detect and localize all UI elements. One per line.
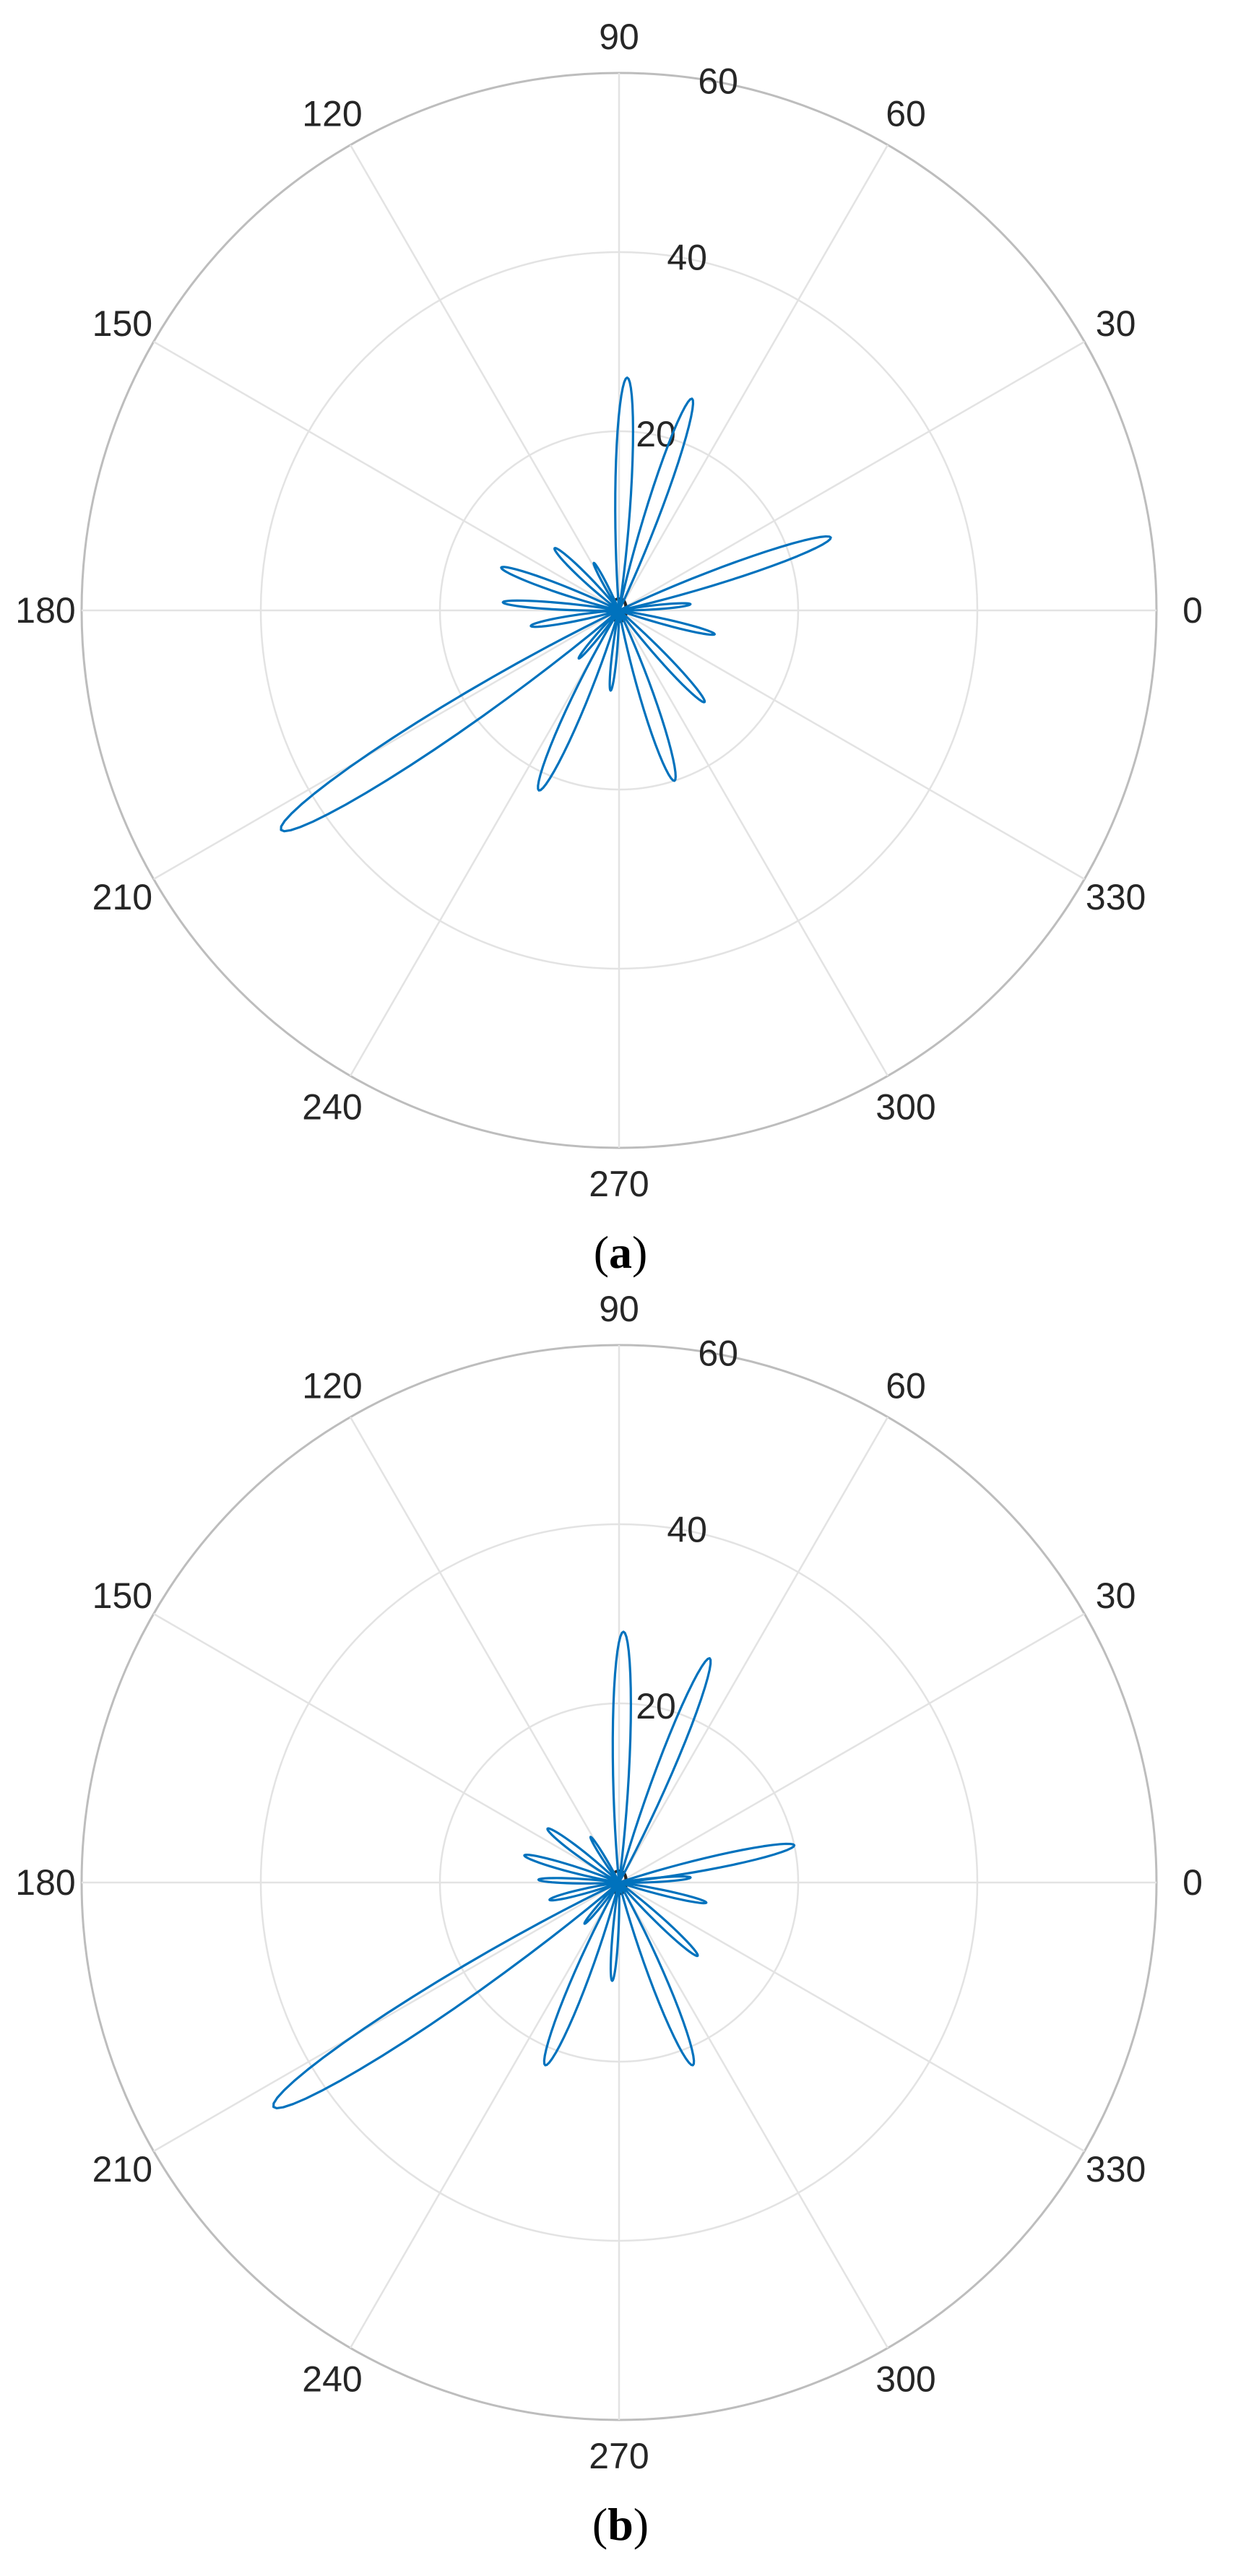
theta-tick-270: 270 xyxy=(589,1164,649,1204)
lobe-190 xyxy=(529,609,620,628)
theta-tick-240: 240 xyxy=(302,2359,362,2400)
lobe-89 xyxy=(611,1630,632,1884)
polar-grid-b xyxy=(80,1344,1158,2421)
theta-tick-150: 150 xyxy=(92,303,152,344)
theta-tick-210: 210 xyxy=(92,2149,152,2190)
spoke-240 xyxy=(349,610,620,1076)
lobe-4 xyxy=(618,1875,692,1884)
spoke-210 xyxy=(153,609,620,881)
spoke-210 xyxy=(153,1881,620,2153)
theta-tick-90: 90 xyxy=(599,17,639,57)
spoke-30 xyxy=(618,1612,1085,1884)
series-a xyxy=(280,376,832,833)
lobe-213 xyxy=(280,609,620,833)
lobe-313 xyxy=(618,609,706,704)
lobe-246 xyxy=(537,609,620,792)
theta-tick-270: 270 xyxy=(589,2436,649,2476)
lobe-230 xyxy=(577,609,620,660)
r-tick-60: 60 xyxy=(698,61,738,101)
theta-tick-90: 90 xyxy=(599,1289,639,1329)
theta-tick-180: 180 xyxy=(15,1862,75,1903)
theta-tick-240: 240 xyxy=(302,1087,362,1128)
spoke-60 xyxy=(618,1417,889,1883)
lobe-71 xyxy=(618,397,695,612)
spoke-120 xyxy=(349,144,620,611)
lobe-248 xyxy=(542,1881,620,2067)
lobe-160 xyxy=(500,566,620,612)
lobe-346 xyxy=(618,609,716,636)
lobe-178 xyxy=(537,1877,620,1885)
lobe-347 xyxy=(618,1881,708,1905)
theta-tick-150: 150 xyxy=(92,1576,152,1616)
lobe-122 xyxy=(589,1836,620,1884)
caption-b: (b) xyxy=(592,2499,649,2550)
spoke-120 xyxy=(349,1417,620,1883)
lobe-68 xyxy=(618,1656,712,1884)
spoke-150 xyxy=(153,1612,620,1884)
polar-chart-b: 0 30 60 90 120 150 180 210 240 270 300 330 0 20 40 60 xyxy=(15,1289,1203,2476)
spoke-240 xyxy=(349,1882,620,2348)
r-tick-20: 20 xyxy=(636,1686,676,1726)
lobe-88 xyxy=(614,376,634,612)
lobe-288 xyxy=(618,609,677,782)
theta-tick-60: 60 xyxy=(886,1365,926,1406)
lobe-5 xyxy=(618,602,692,612)
theta-tick-30: 30 xyxy=(1096,1576,1136,1616)
theta-tick-60: 60 xyxy=(886,93,926,134)
caption-letter-b: b xyxy=(607,2499,634,2550)
caption-letter-a: a xyxy=(609,1227,632,1278)
spoke-330 xyxy=(618,609,1085,881)
theta-tick-210: 210 xyxy=(92,877,152,917)
spoke-60 xyxy=(618,144,889,611)
r-tick-40: 40 xyxy=(667,238,707,278)
caption-a: (a) xyxy=(594,1227,648,1278)
spoke-300 xyxy=(618,610,889,1076)
lobe-292 xyxy=(618,1881,696,2067)
lobe-230 xyxy=(583,1881,620,1925)
theta-tick-30: 30 xyxy=(1096,303,1136,344)
r-tick-40: 40 xyxy=(667,1510,707,1550)
spoke-150 xyxy=(153,340,620,612)
spoke-30 xyxy=(618,340,1085,612)
lobe-194 xyxy=(548,1881,620,1902)
lobe-12 xyxy=(618,1842,796,1884)
theta-tick-300: 300 xyxy=(875,2359,935,2400)
theta-tick-120: 120 xyxy=(302,1365,362,1406)
lobe-164 xyxy=(523,1853,620,1884)
spoke-330 xyxy=(618,1881,1085,2153)
spoke-300 xyxy=(618,1882,889,2348)
r-tick-20: 20 xyxy=(636,414,676,454)
theta-tick-180: 180 xyxy=(15,590,75,631)
theta-tick-330: 330 xyxy=(1086,877,1146,917)
theta-tick-300: 300 xyxy=(875,1087,935,1128)
polar-chart-a: 0 30 60 90 120 150 180 210 240 270 300 330 0 20 40 60 xyxy=(15,17,1203,1204)
theta-tick-0: 0 xyxy=(1182,590,1203,631)
lobe-118 xyxy=(592,561,620,612)
theta-tick-labels-b: 0 30 60 90 120 150 180 210 240 270 300 330 xyxy=(15,1289,1203,2476)
polar-grid-a xyxy=(80,72,1158,1149)
lobe-136 xyxy=(553,547,620,612)
lobe-19 xyxy=(618,535,832,612)
theta-tick-120: 120 xyxy=(302,93,362,134)
r-tick-60: 60 xyxy=(698,1333,738,1373)
lobe-213 xyxy=(272,1881,620,2110)
series-b xyxy=(272,1630,796,2110)
lobe-317 xyxy=(618,1881,699,1958)
lobe-143 xyxy=(546,1827,620,1884)
theta-tick-0: 0 xyxy=(1182,1862,1203,1903)
lobe-264 xyxy=(608,609,620,692)
lobe-176 xyxy=(501,599,620,612)
theta-tick-330: 330 xyxy=(1086,2149,1146,2190)
lobe-266 xyxy=(609,1881,620,1982)
theta-tick-labels-a: 0 30 60 90 120 150 180 210 240 270 300 330 xyxy=(15,17,1203,1204)
